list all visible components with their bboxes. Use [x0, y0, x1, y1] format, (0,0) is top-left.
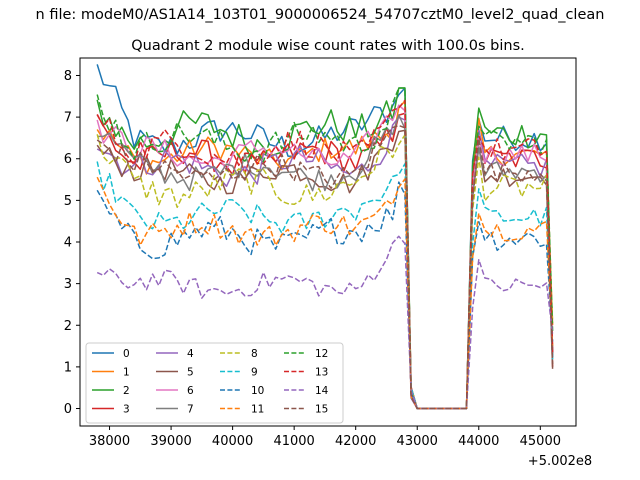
chart-title: Quadrant 2 module wise count rates with …: [131, 38, 525, 54]
legend-label: 0: [123, 348, 130, 360]
x-tick-label: 41000: [273, 434, 314, 449]
x-tick-label: 40000: [212, 434, 253, 449]
y-tick-label: 3: [64, 277, 72, 292]
y-tick-label: 4: [64, 236, 72, 251]
y-tick-label: 0: [64, 402, 72, 417]
y-tick-label: 7: [64, 111, 72, 126]
y-tick-label: 1: [64, 360, 72, 375]
legend-label: 3: [123, 404, 130, 416]
x-tick-label: 45000: [520, 434, 561, 449]
legend-box: [85, 342, 344, 424]
x-tick-label: 44000: [458, 434, 499, 449]
y-tick-label: 5: [64, 194, 72, 209]
legend-label: 10: [251, 385, 264, 397]
series-line-9: [96, 161, 554, 410]
legend-label: 12: [315, 348, 328, 360]
series-layer: [96, 64, 554, 410]
x-axis: 38000 39000 40000 41000 42000 43000 44000 45000: [89, 426, 561, 449]
legend-label: 7: [187, 404, 194, 416]
series-line-2: [96, 87, 554, 410]
legend-label: 9: [251, 367, 258, 379]
x-tick-label: 43000: [397, 434, 438, 449]
series-line-15: [96, 124, 554, 410]
x-offset-label: +5.002e8: [528, 454, 592, 469]
y-tick-label: 8: [64, 69, 72, 84]
x-tick-label: 42000: [335, 434, 376, 449]
legend-label: 5: [187, 367, 194, 379]
series-line-14: [96, 235, 554, 410]
legend-label: 14: [315, 385, 329, 397]
x-tick-label: 39000: [150, 434, 191, 449]
series-line-6: [96, 104, 554, 410]
legend-label: 1: [123, 367, 130, 379]
legend-label: 13: [315, 367, 328, 379]
series-line-12: [96, 87, 554, 410]
series-line-13: [96, 99, 554, 410]
series-line-11: [96, 176, 554, 410]
y-tick-label: 2: [64, 319, 72, 334]
figure-suptitle: n file: modeM0/AS1A14_103T01_9000006524_…: [36, 7, 605, 23]
x-tick-label: 38000: [89, 434, 130, 449]
legend-label: 8: [251, 348, 258, 360]
series-line-10: [96, 181, 554, 410]
legend-label: 2: [123, 385, 130, 397]
legend-label: 4: [187, 348, 194, 360]
legend-label: 6: [187, 385, 194, 397]
y-axis: 0 1 2 3 4 5 6 7 8: [64, 69, 80, 417]
legend-label: 11: [251, 404, 264, 416]
legend-label: 15: [315, 404, 328, 416]
y-tick-label: 6: [64, 152, 72, 167]
series-line-8: [96, 134, 554, 410]
